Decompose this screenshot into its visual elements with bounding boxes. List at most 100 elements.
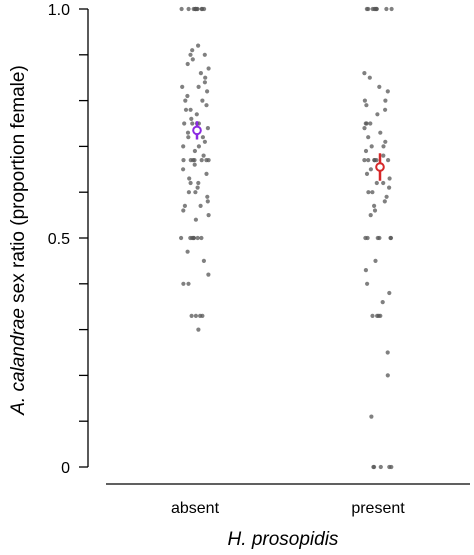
data-point (363, 121, 368, 126)
data-point (187, 176, 192, 181)
data-point (202, 52, 207, 57)
data-point (373, 258, 378, 263)
data-point (193, 190, 198, 195)
data-point (375, 235, 380, 241)
data-point (196, 180, 201, 186)
data-point (362, 71, 367, 76)
data-point (186, 6, 191, 12)
data-point (205, 199, 210, 204)
data-point (203, 75, 208, 80)
data-point (385, 350, 390, 355)
data-point (387, 176, 392, 181)
data-point (376, 313, 381, 318)
data-point (387, 464, 392, 470)
data-point (368, 213, 373, 218)
data-point (366, 6, 371, 12)
data-point (200, 135, 205, 140)
data-point (198, 71, 203, 76)
data-point (191, 235, 197, 241)
data-point (201, 153, 206, 158)
data-point (206, 66, 211, 71)
data-point (190, 48, 195, 53)
data-point (389, 6, 394, 12)
data-point (362, 158, 367, 163)
data-point (202, 139, 207, 144)
data-point (185, 61, 190, 67)
axis-title-segment: H. prosopidis (228, 529, 339, 550)
data-point (183, 98, 188, 103)
data-point (192, 148, 197, 154)
data-point (204, 158, 209, 163)
data-point (186, 135, 191, 140)
data-point (195, 185, 200, 190)
y-axis-title: A. calandrae sex ratio (proportion femal… (8, 65, 29, 416)
data-point (377, 84, 382, 89)
data-point (364, 171, 370, 176)
data-point (194, 112, 199, 117)
data-point (365, 281, 370, 286)
y-ticks: 0 0.5 1.0 (48, 2, 88, 477)
data-point (188, 107, 193, 112)
data-point (186, 281, 191, 286)
data-point (200, 6, 205, 12)
data-point (202, 80, 207, 85)
data-point (185, 93, 190, 99)
data-point (190, 57, 195, 62)
data-point (362, 126, 367, 131)
data-point (179, 6, 184, 12)
data-point (384, 6, 389, 12)
data-point (368, 121, 373, 126)
data-point (374, 180, 379, 186)
data-point (193, 217, 198, 222)
data-point (196, 84, 201, 89)
group-means (192, 121, 385, 181)
data-point (190, 121, 195, 126)
data-point (186, 190, 191, 195)
data-point (384, 194, 389, 199)
data-point (201, 258, 206, 263)
data-point (183, 107, 189, 112)
data-point (388, 235, 393, 241)
data-point (182, 121, 187, 126)
data-point (372, 208, 378, 213)
data-point (193, 313, 198, 318)
x-category-labels: absent present (171, 500, 405, 517)
y-tick-label: 0.5 (48, 231, 70, 248)
data-point (196, 144, 201, 149)
data-point (375, 112, 380, 117)
data-point (195, 6, 200, 12)
data-point (204, 103, 209, 108)
mean-marker (375, 162, 385, 172)
data-point (181, 167, 186, 172)
data-point (195, 235, 200, 241)
data-point (205, 89, 210, 94)
data-point (378, 130, 383, 135)
data-point (366, 158, 371, 163)
data-point (188, 52, 193, 57)
data-point (369, 144, 374, 149)
data-point (181, 281, 186, 286)
data-point (371, 464, 376, 470)
data-point (188, 180, 193, 186)
data-point (198, 203, 203, 208)
data-point (188, 158, 193, 163)
data-point (204, 171, 209, 176)
data-point (370, 313, 375, 318)
data-point (206, 213, 211, 218)
data-point (372, 158, 377, 163)
data-point (385, 89, 390, 94)
data-point (196, 43, 201, 48)
data-point (382, 199, 387, 204)
data-point (372, 203, 377, 208)
data-point (368, 167, 373, 172)
data-points (179, 6, 394, 470)
data-point (179, 235, 184, 241)
data-point (192, 162, 197, 167)
data-point (363, 268, 368, 273)
data-point (386, 158, 391, 163)
data-point (206, 272, 211, 277)
data-point (189, 313, 194, 318)
y-tick-label: 0 (61, 460, 70, 477)
data-point (366, 135, 371, 140)
